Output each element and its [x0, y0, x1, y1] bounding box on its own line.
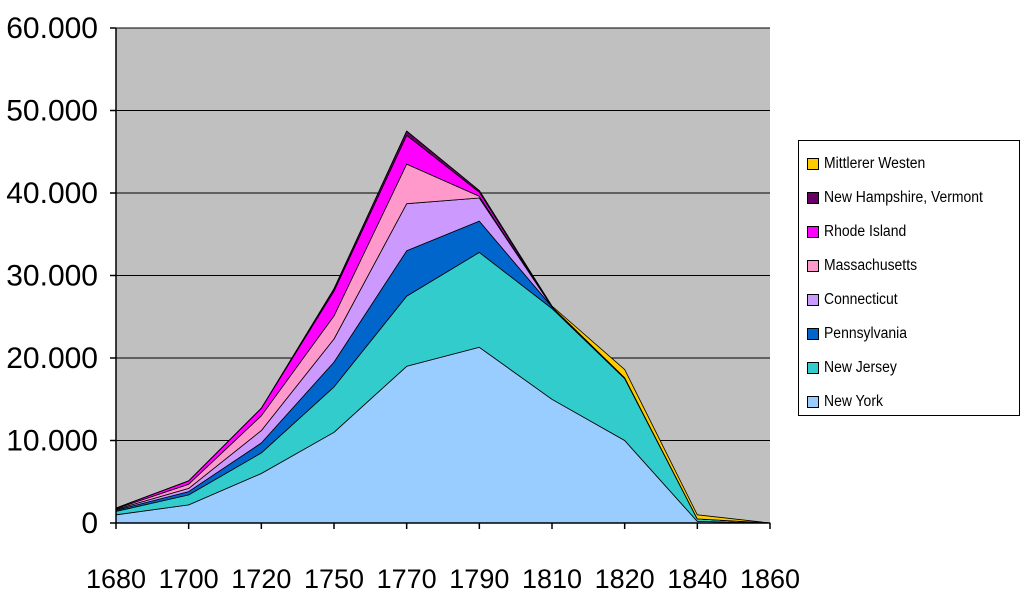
x-tick-label: 1790: [449, 564, 509, 594]
x-tick-label: 1700: [159, 564, 219, 594]
legend-label: New York: [824, 393, 883, 410]
legend-item: New Hampshire, Vermont: [807, 181, 1019, 215]
legend-item: New Jersey: [807, 351, 1019, 385]
y-tick-label: 40.000: [6, 177, 98, 210]
legend-label: Connecticut: [824, 291, 898, 308]
y-tick-label: 50.000: [6, 95, 98, 128]
legend-swatch: [807, 158, 819, 170]
y-axis-tick-labels: 0 10.000 20.000 30.000 40.000 50.000 60.000: [6, 12, 98, 540]
legend-label: Mittlerer Westen: [824, 155, 926, 172]
area-series: [115, 130, 771, 524]
y-tick-label: 10.000: [6, 425, 98, 458]
x-tick-label: 1720: [231, 564, 291, 594]
x-tick-label: 1840: [667, 564, 727, 594]
legend-swatch: [807, 328, 819, 340]
axes: [110, 27, 771, 529]
x-axis-tick-labels: 1680 1700 1720 1750 1770 1790 1810 1820 1840 1860: [86, 564, 800, 594]
legend-swatch: [807, 362, 819, 374]
y-tick-label: 0: [81, 507, 98, 540]
legend-swatch: [807, 192, 819, 204]
legend-swatch: [807, 226, 819, 238]
y-tick-label: 20.000: [6, 342, 98, 375]
legend: Mittlerer Westen New Hampshire, Vermont Rh…: [798, 140, 1020, 416]
legend-item: Mittlerer Westen: [807, 147, 1019, 181]
legend-item: New York: [807, 385, 1019, 419]
legend-label: New Hampshire, Vermont: [824, 189, 983, 206]
legend-item: Massachusetts: [807, 249, 1019, 283]
x-tick-label: 1820: [595, 564, 655, 594]
legend-swatch: [807, 294, 819, 306]
legend-item: Connecticut: [807, 283, 1019, 317]
legend-label: New Jersey: [824, 359, 897, 376]
legend-swatch: [807, 260, 819, 272]
legend-label: Pennsylvania: [824, 325, 907, 342]
legend-swatch: [807, 396, 819, 408]
y-tick-label: 30.000: [6, 260, 98, 293]
legend-label: Massachusetts: [824, 257, 918, 274]
x-tick-label: 1680: [86, 564, 146, 594]
legend-label: Rhode Island: [824, 223, 907, 240]
x-tick-label: 1750: [304, 564, 364, 594]
x-tick-label: 1860: [740, 564, 800, 594]
x-tick-label: 1770: [377, 564, 437, 594]
legend-item: Rhode Island: [807, 215, 1019, 249]
y-tick-label: 60.000: [6, 12, 98, 45]
legend-item: Pennsylvania: [807, 317, 1019, 351]
x-tick-label: 1810: [522, 564, 582, 594]
